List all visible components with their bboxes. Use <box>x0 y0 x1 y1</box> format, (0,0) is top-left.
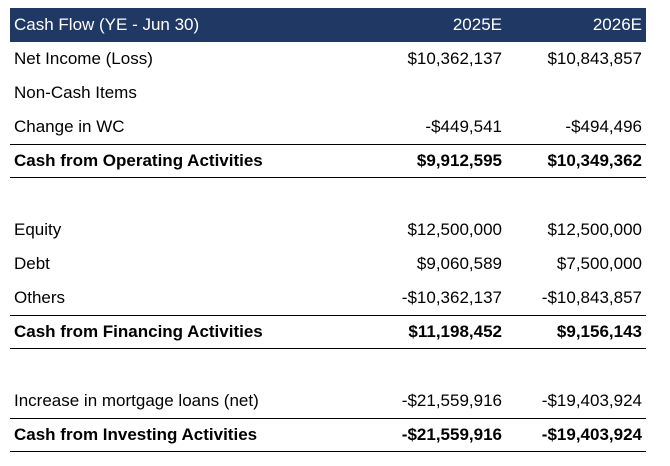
row-label: Equity <box>14 220 62 239</box>
value-2025e: $12,500,000 <box>407 220 502 239</box>
value-2026e: -$494,496 <box>565 117 642 136</box>
value-2026e: $10,349,362 <box>547 151 642 170</box>
value-2025e: $9,912,595 <box>416 151 502 170</box>
value-2026e: -$19,403,924 <box>541 391 642 410</box>
value-2026e: -$19,403,924 <box>541 425 642 444</box>
table-header-row: Cash Flow (YE - Jun 30) 2025E 2026E <box>10 8 646 42</box>
header-col-2026e: 2026E <box>592 15 642 34</box>
value-2025e: -$449,541 <box>425 117 502 136</box>
row-financing-total: Cash from Financing Activities $11,198,4… <box>10 315 646 349</box>
value-2025e: -$21,559,916 <box>401 391 502 410</box>
row-label: Debt <box>14 254 50 273</box>
spacer-row <box>10 178 646 213</box>
row-others: Others -$10,362,137 -$10,843,857 <box>10 281 646 315</box>
row-investing-total: Cash from Investing Activities -$21,559,… <box>10 418 646 452</box>
value-2025e: $10,362,137 <box>407 49 502 68</box>
row-label: Net Income (Loss) <box>14 49 153 68</box>
value-2025e: -$10,362,137 <box>401 288 502 307</box>
value-2026e: $12,500,000 <box>547 220 642 239</box>
row-debt: Debt $9,060,589 $7,500,000 <box>10 247 646 281</box>
row-label: Change in WC <box>14 117 125 136</box>
row-equity: Equity $12,500,000 $12,500,000 <box>10 213 646 247</box>
row-label: Cash from Operating Activities <box>14 151 263 170</box>
value-2025e: $9,060,589 <box>416 254 502 273</box>
row-label: Cash from Financing Activities <box>14 322 263 341</box>
row-label: Non-Cash Items <box>14 83 137 102</box>
header-col-2025e: 2025E <box>452 15 502 34</box>
row-operating-total: Cash from Operating Activities $9,912,59… <box>10 144 646 178</box>
value-2025e: $11,198,452 <box>408 322 502 341</box>
value-2025e: -$21,559,916 <box>401 425 502 444</box>
row-net-income: Net Income (Loss) $10,362,137 $10,843,85… <box>10 42 646 76</box>
spacer-row <box>10 349 646 384</box>
row-label: Cash from Investing Activities <box>14 425 258 444</box>
row-mortgage-loans: Increase in mortgage loans (net) -$21,55… <box>10 384 646 418</box>
cash-flow-table: Cash Flow (YE - Jun 30) 2025E 2026E Net … <box>10 8 646 452</box>
value-2026e: $9,156,143 <box>556 322 642 341</box>
row-label: Others <box>14 288 66 307</box>
header-label: Cash Flow (YE - Jun 30) <box>14 15 200 34</box>
value-2026e: $7,500,000 <box>556 254 642 273</box>
row-label: Increase in mortgage loans (net) <box>14 391 259 410</box>
row-non-cash-items: Non-Cash Items <box>10 76 646 110</box>
value-2026e: -$10,843,857 <box>541 288 642 307</box>
row-change-in-wc: Change in WC -$449,541 -$494,496 <box>10 110 646 144</box>
value-2026e: $10,843,857 <box>547 49 642 68</box>
